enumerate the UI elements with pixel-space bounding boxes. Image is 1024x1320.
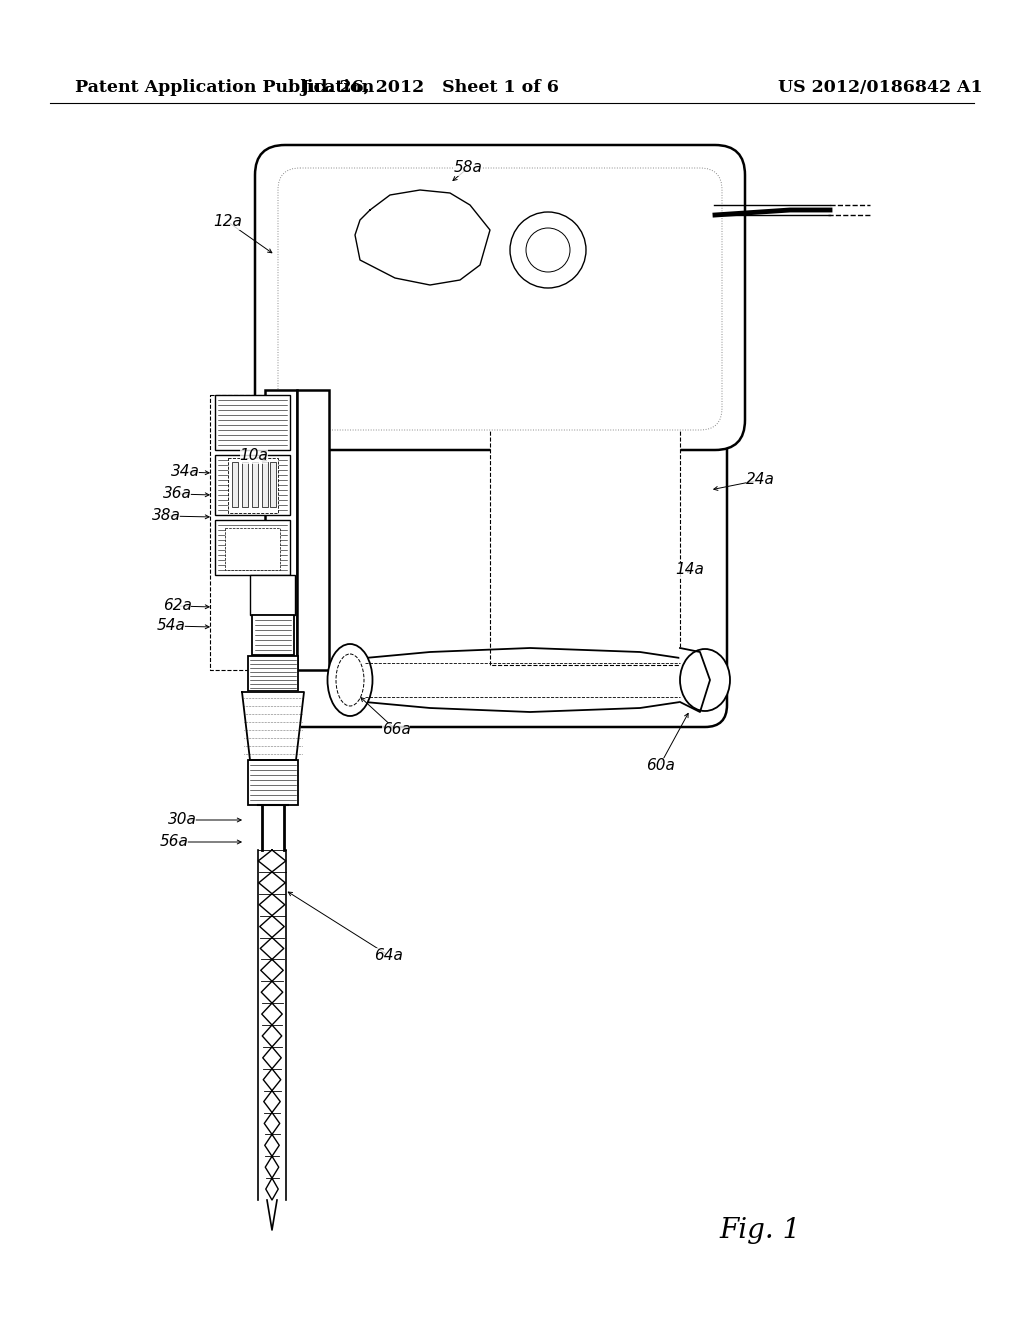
Text: 14a: 14a: [676, 562, 705, 578]
Text: 30a: 30a: [168, 813, 197, 828]
Bar: [490, 414, 680, 665]
Text: 62a: 62a: [163, 598, 191, 614]
Bar: [232, 462, 238, 507]
Bar: [215, 520, 290, 576]
Text: 54a: 54a: [157, 619, 185, 634]
Text: 10a: 10a: [240, 449, 268, 463]
Text: 34a: 34a: [171, 465, 200, 479]
Text: 24a: 24a: [745, 473, 774, 487]
Bar: [252, 462, 258, 507]
Text: Fig. 1: Fig. 1: [720, 1217, 801, 1243]
FancyBboxPatch shape: [273, 374, 727, 727]
Bar: [265, 389, 297, 671]
Text: 64a: 64a: [374, 948, 402, 962]
Text: 66a: 66a: [382, 722, 411, 738]
Bar: [297, 389, 329, 671]
Bar: [248, 656, 298, 690]
Bar: [228, 458, 278, 513]
Text: 38a: 38a: [152, 508, 180, 524]
Bar: [270, 462, 276, 507]
Bar: [252, 615, 294, 655]
Text: Patent Application Publication: Patent Application Publication: [75, 79, 374, 96]
Polygon shape: [680, 648, 710, 711]
Ellipse shape: [328, 644, 373, 715]
Text: 12a: 12a: [214, 214, 243, 230]
Text: 60a: 60a: [645, 758, 675, 772]
Text: 36a: 36a: [163, 487, 191, 502]
Bar: [248, 760, 298, 805]
Ellipse shape: [336, 653, 364, 706]
Text: 56a: 56a: [160, 834, 188, 850]
Bar: [250, 576, 295, 615]
FancyBboxPatch shape: [278, 168, 722, 430]
Text: 58a: 58a: [454, 161, 482, 176]
Bar: [215, 455, 290, 515]
Ellipse shape: [680, 649, 730, 711]
Bar: [242, 462, 248, 507]
Text: US 2012/0186842 A1: US 2012/0186842 A1: [777, 79, 982, 96]
Polygon shape: [355, 190, 490, 285]
Bar: [215, 395, 290, 450]
Text: Jul. 26, 2012   Sheet 1 of 6: Jul. 26, 2012 Sheet 1 of 6: [301, 79, 559, 96]
Bar: [225, 528, 280, 570]
Polygon shape: [242, 692, 304, 760]
Bar: [262, 462, 268, 507]
FancyBboxPatch shape: [255, 145, 745, 450]
Bar: [210, 395, 295, 671]
